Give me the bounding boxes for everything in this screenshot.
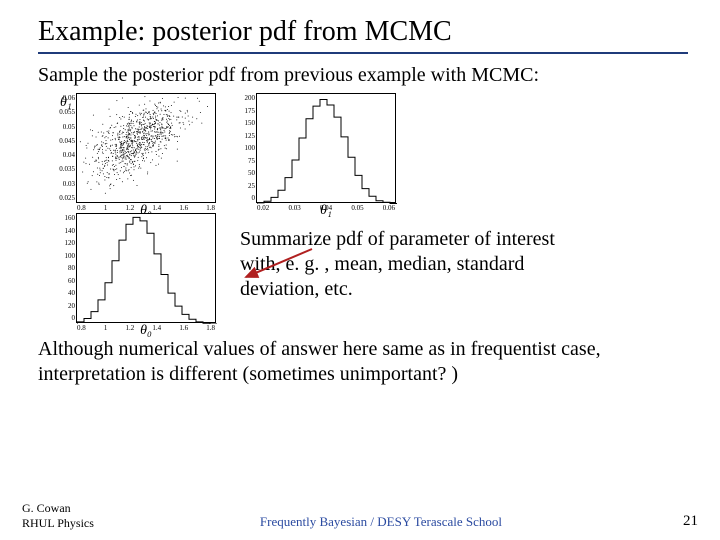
- footer-page: 21: [668, 513, 698, 530]
- footer-author2: RHUL Physics: [22, 516, 94, 530]
- scatter-plot: θ₁ 0.060.0550.050.0450.040.0350.030.0250…: [76, 93, 216, 203]
- footer-center: Frequently Bayesian / DESY Terascale Sch…: [94, 514, 668, 530]
- hist-theta1: 20017515012510075502500.020.030.040.050.…: [256, 93, 396, 203]
- hist-theta0: 1601401201008060402000.811.21.41.61.8 θ₀: [76, 213, 216, 323]
- slide-title: Example: posterior pdf from MCMC: [38, 16, 688, 54]
- closing-text: Although numerical values of answer here…: [38, 337, 682, 387]
- arrow-to-hist: [240, 245, 320, 285]
- intro-text: Sample the posterior pdf from previous e…: [38, 64, 688, 87]
- footer-author1: G. Cowan: [22, 501, 94, 515]
- hist0-xlabel: θ₀: [140, 323, 152, 339]
- footer: G. Cowan RHUL Physics Frequently Bayesia…: [0, 501, 720, 530]
